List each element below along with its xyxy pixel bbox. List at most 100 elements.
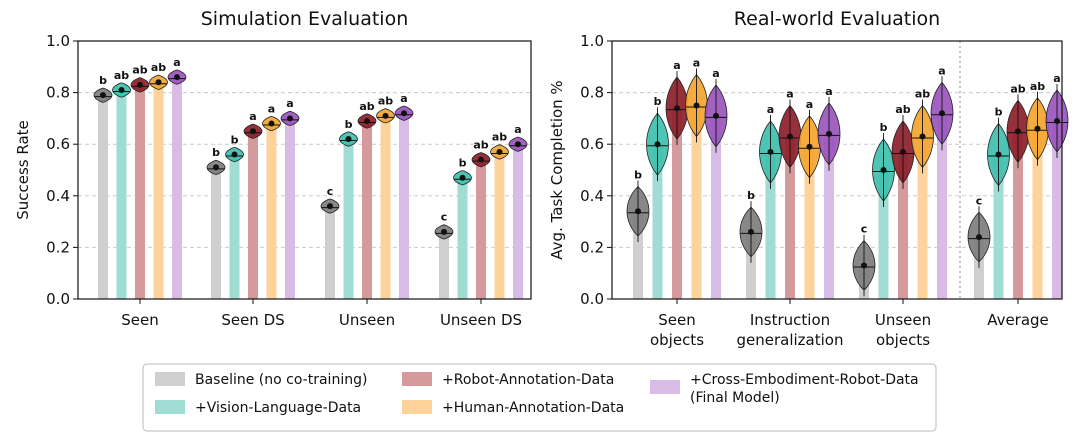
significance-label: ab <box>1010 82 1025 95</box>
significance-label: ab <box>895 103 910 116</box>
x-tick-label: Unseen DS <box>440 311 522 329</box>
y-tick-label: 0.6 <box>46 135 70 153</box>
mean-dot <box>861 262 867 269</box>
y-tick-label: 1.0 <box>580 32 604 50</box>
bar <box>266 123 277 299</box>
significance-label: b <box>99 74 107 87</box>
axes-frame <box>611 40 1063 300</box>
significance-label: a <box>693 57 700 70</box>
bar <box>325 206 335 299</box>
significance-label: c <box>441 211 448 224</box>
chart-title: Simulation Evaluation <box>201 8 409 30</box>
bar <box>211 167 221 299</box>
mean-dot <box>674 105 680 112</box>
significance-label: a <box>400 92 407 105</box>
mean-dot <box>100 92 106 99</box>
mean-dot <box>787 133 793 140</box>
significance-label: ab <box>492 131 507 144</box>
x-tick-label: objects <box>876 331 930 349</box>
significance-label: ab <box>114 69 129 82</box>
bar <box>878 170 889 299</box>
x-tick-label: Unseen <box>875 311 931 329</box>
legend-swatch <box>155 372 185 386</box>
legend-label: +Human-Annotation-Data <box>442 400 624 416</box>
y-tick-label: 0.0 <box>46 290 70 308</box>
y-tick-label: 0.2 <box>46 238 70 256</box>
mean-dot <box>767 148 774 155</box>
significance-label: a <box>286 97 293 110</box>
bar <box>248 131 258 299</box>
significance-label: b <box>459 157 467 170</box>
x-tick-label: objects <box>650 331 704 349</box>
bar <box>494 151 505 299</box>
bar <box>711 115 721 299</box>
mean-dot <box>459 174 466 181</box>
significance-label: a <box>938 64 945 77</box>
mean-dot <box>345 136 352 143</box>
bar <box>285 118 295 300</box>
real-world-evaluation-chart: bbccbabbaaababaaababaaaa0.00.20.40.60.81… <box>548 8 1069 349</box>
significance-label: a <box>767 103 774 116</box>
significance-label: b <box>345 118 353 131</box>
significance-label: b <box>880 121 888 134</box>
mean-dot <box>231 151 238 158</box>
bar <box>439 231 449 299</box>
chart-title: Real-world Evaluation <box>734 8 940 30</box>
bar <box>765 151 776 299</box>
significance-label: ab <box>473 138 488 151</box>
bar <box>380 115 391 299</box>
mean-dot <box>478 156 484 163</box>
bar <box>1013 131 1023 299</box>
significance-label: ab <box>132 64 147 77</box>
bar <box>1032 128 1043 299</box>
y-tick-label: 0.4 <box>46 187 70 205</box>
bar <box>229 154 240 299</box>
bar <box>785 136 795 299</box>
mean-dot <box>364 117 370 124</box>
mean-dot <box>496 148 503 155</box>
mean-dot <box>806 143 813 150</box>
x-tick-label: generalization <box>737 331 844 349</box>
bar <box>993 154 1004 299</box>
x-tick-label: Seen DS <box>221 311 284 329</box>
significance-label: a <box>173 56 180 69</box>
mean-dot <box>900 148 906 155</box>
mean-dot <box>748 228 754 235</box>
mean-dot <box>635 208 641 215</box>
mean-dot <box>826 130 832 137</box>
bar <box>824 133 834 299</box>
bar <box>153 82 164 299</box>
y-tick-label: 0.8 <box>580 84 604 102</box>
significance-label: ab <box>359 100 374 113</box>
significance-label: b <box>995 106 1003 119</box>
bar <box>691 105 702 299</box>
legend-label: Baseline (no co-training) <box>195 372 367 388</box>
bar <box>98 95 108 300</box>
mean-dot <box>401 110 407 117</box>
significance-label: b <box>634 169 642 182</box>
mean-dot <box>174 74 180 81</box>
bar <box>476 159 486 299</box>
bar <box>172 77 182 300</box>
legend-swatch <box>402 400 432 414</box>
bar <box>804 146 815 299</box>
bar <box>362 120 372 299</box>
mean-dot <box>939 110 945 117</box>
significance-label: b <box>231 133 239 146</box>
legend-swatch <box>155 400 185 414</box>
bar <box>974 237 984 299</box>
significance-label: a <box>806 98 813 111</box>
mean-dot <box>118 87 125 94</box>
bar <box>652 144 663 299</box>
bar <box>457 177 468 299</box>
y-tick-label: 0.4 <box>580 187 604 205</box>
significance-label: a <box>268 102 275 115</box>
mean-dot <box>976 234 982 241</box>
mean-dot <box>693 102 700 109</box>
bar <box>399 113 409 300</box>
bar <box>116 90 127 300</box>
bar <box>343 139 354 299</box>
y-axis-label: Success Rate <box>14 120 32 220</box>
significance-label: c <box>327 185 334 198</box>
